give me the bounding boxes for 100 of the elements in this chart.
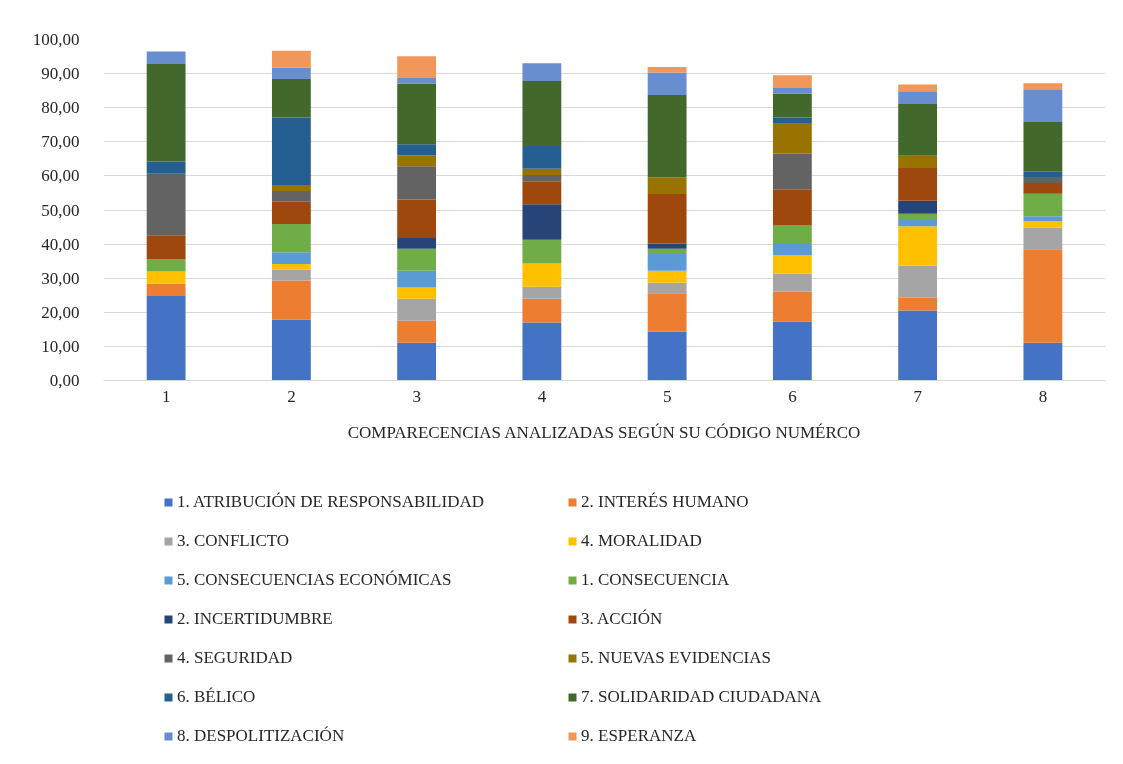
y-tick-label: 80,00 <box>41 98 80 118</box>
bar <box>522 81 562 146</box>
legend-label: 3. CONFLICTO <box>177 531 290 551</box>
bar <box>146 51 186 65</box>
bar <box>1023 83 1063 90</box>
bar <box>522 322 562 381</box>
bar <box>1023 342 1063 381</box>
y-tick-label: 10,00 <box>41 336 80 356</box>
bar <box>522 239 562 264</box>
bar <box>397 287 437 299</box>
bar <box>1023 122 1063 172</box>
bar <box>647 253 687 271</box>
bar <box>647 67 687 73</box>
bar <box>772 117 812 124</box>
x-tick-label: 5 <box>662 386 672 406</box>
bar <box>271 263 311 270</box>
bar <box>647 270 687 283</box>
y-tick-label: 40,00 <box>41 234 80 254</box>
bar <box>898 213 938 220</box>
bar <box>146 173 186 236</box>
x-tick-label: 6 <box>788 386 797 406</box>
bar <box>1023 221 1063 228</box>
bar <box>898 219 938 227</box>
bar <box>522 204 562 240</box>
bar <box>772 189 812 225</box>
bar <box>772 255 812 274</box>
bar <box>271 190 311 202</box>
bar <box>271 280 311 320</box>
bar <box>898 265 938 298</box>
bar <box>397 270 437 288</box>
bar <box>397 144 437 156</box>
bar <box>397 83 437 145</box>
bar <box>772 225 812 244</box>
legend-label: 8. DESPOLITIZACIÓN <box>177 726 345 746</box>
bar <box>647 282 687 294</box>
bar <box>1023 193 1063 217</box>
bar <box>271 50 311 68</box>
bar <box>522 181 562 205</box>
bar <box>772 273 812 292</box>
bar <box>522 145 562 169</box>
bar <box>772 75 812 88</box>
bar <box>271 185 311 191</box>
bar <box>1023 249 1063 343</box>
legend-label: 3. ACCIÓN <box>581 609 663 629</box>
bar <box>898 297 938 311</box>
bar <box>146 64 186 162</box>
bar <box>898 200 938 214</box>
bar <box>772 153 812 190</box>
x-tick-label: 8 <box>1038 386 1048 406</box>
y-tick-label: 100,00 <box>32 30 80 49</box>
bar <box>772 291 812 322</box>
bar <box>146 271 186 284</box>
bar <box>898 168 938 201</box>
y-tick-label: 90,00 <box>41 64 80 84</box>
bar <box>772 321 812 381</box>
bar <box>522 286 562 299</box>
bar <box>397 320 437 343</box>
x-tick-label: 3 <box>412 386 421 406</box>
x-tick-label: 1 <box>161 386 171 406</box>
bar <box>898 103 938 156</box>
x-tick-label: 4 <box>537 386 547 406</box>
bar <box>772 243 812 256</box>
bar <box>522 263 562 287</box>
bar <box>397 166 437 200</box>
bar <box>1023 227 1063 250</box>
bar <box>647 72 687 96</box>
bar <box>647 248 687 254</box>
bar <box>271 67 311 80</box>
y-tick-label: 60,00 <box>41 166 80 186</box>
y-tick-label: 50,00 <box>41 200 80 220</box>
bar <box>397 298 437 321</box>
bar <box>772 123 812 154</box>
bar <box>397 248 437 271</box>
bar <box>1023 89 1063 123</box>
y-tick-label: 0,00 <box>49 371 80 390</box>
bar <box>647 193 687 244</box>
bar <box>522 174 562 182</box>
legend-label: 2. INCERTIDUMBRE <box>177 609 333 629</box>
bar <box>397 342 437 381</box>
bar <box>522 63 562 82</box>
bar <box>898 310 938 381</box>
legend-label: 2. INTERÉS HUMANO <box>581 492 749 512</box>
x-tick-label: 2 <box>287 386 296 406</box>
bar <box>647 177 687 194</box>
legend-label: 4. SEGURIDAD <box>177 648 293 668</box>
bar <box>271 223 311 253</box>
bar <box>271 117 311 186</box>
bar <box>1023 176 1063 184</box>
bar <box>1023 216 1063 222</box>
bar <box>397 155 437 167</box>
x-tick-label: 7 <box>913 386 923 406</box>
bar <box>397 199 437 238</box>
bar <box>271 201 311 224</box>
bar <box>898 226 938 266</box>
bar <box>898 155 938 169</box>
legend-label: 7. SOLIDARIDAD CIUDADANA <box>581 687 822 707</box>
bar <box>772 93 812 118</box>
bar <box>397 237 437 249</box>
bar <box>772 87 812 94</box>
y-tick-label: 20,00 <box>41 302 80 322</box>
